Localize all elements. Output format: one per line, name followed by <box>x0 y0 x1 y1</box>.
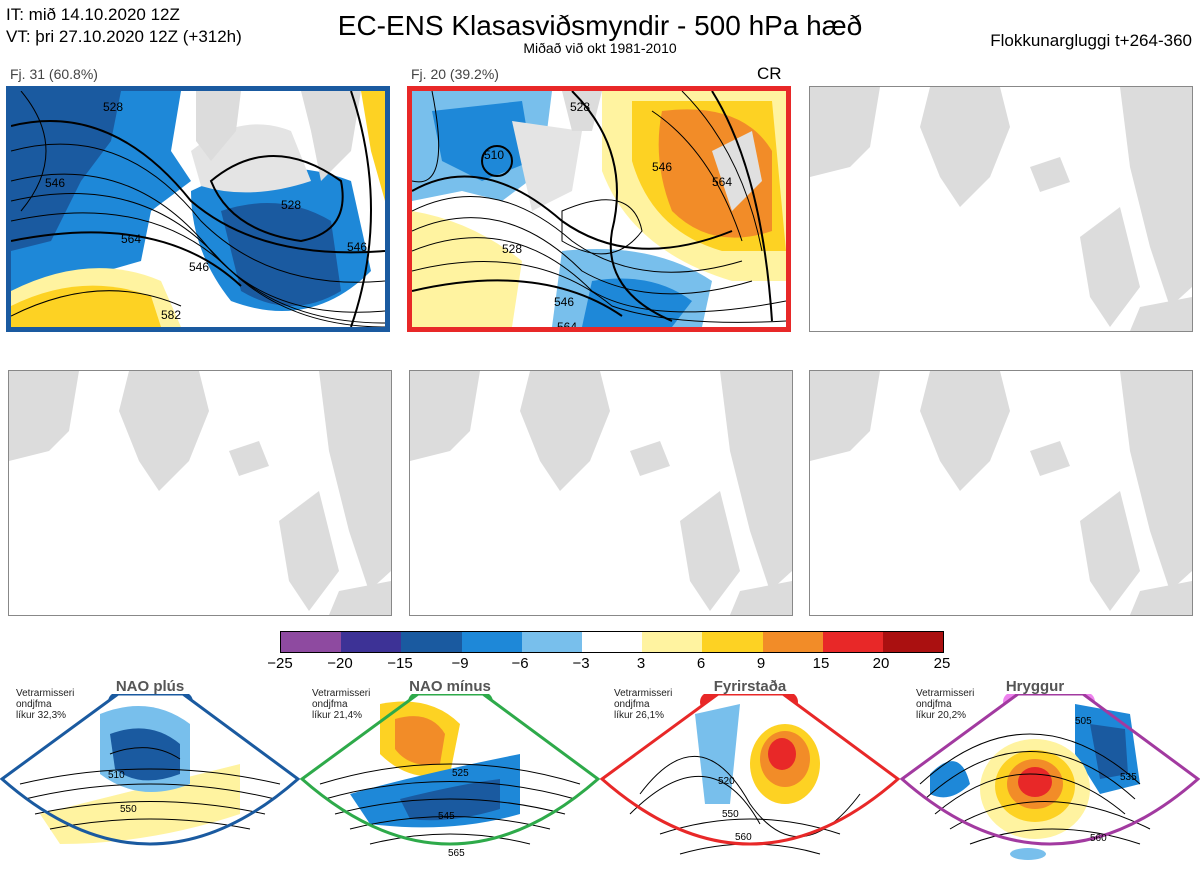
cluster-1-map-graphic: 546 564 546 582 546 528 528 <box>11 91 385 327</box>
cluster-2-map[interactable]: 528 510 528 546 564 546 564 <box>407 86 791 332</box>
cluster-2-contour-label: 528 <box>502 242 522 256</box>
colorbar-tick: 3 <box>636 655 646 672</box>
header-dates: IT: mið 14.10.2020 12Z VT: þri 27.10.202… <box>6 4 242 48</box>
regime-ridge[interactable]: Vetrarmisseri ondjfma líkur 20,2% Hryggu… <box>900 676 1200 871</box>
regime-note-line: Vetrarmisseri <box>16 688 75 699</box>
colorbar-tick: −9 <box>451 655 469 672</box>
colorbar-swatch <box>762 632 823 652</box>
colorbar-swatch <box>581 632 643 652</box>
page-title: EC-ENS Klasasviðsmyndir - 500 hPa hæð <box>337 10 863 41</box>
init-time: IT: mið 14.10.2020 12Z <box>6 5 180 24</box>
land-outline <box>9 371 391 615</box>
regime-nao-minus[interactable]: Vetrarmisseri ondjfma líkur 21,4% NAO mí… <box>300 676 600 871</box>
regime-note-line: Vetrarmisseri <box>312 688 371 699</box>
cluster-1-label: Fj. 31 (60.8%) <box>10 66 98 82</box>
cluster-1-contour-label: 546 <box>45 176 65 190</box>
colorbar-swatch <box>341 632 402 652</box>
colorbar-swatch <box>281 632 342 652</box>
regime-nao-plus[interactable]: Vetrarmisseri ondjfma líkur 32,3% NAO pl… <box>0 676 300 871</box>
colorbar-tick: −20 <box>327 655 353 672</box>
cluster-2-contour-label: 528 <box>570 100 590 114</box>
regime-contour-label: 520 <box>718 776 735 787</box>
regime-contour-label: 550 <box>120 804 137 815</box>
cluster-1-contour-label: 546 <box>189 260 209 274</box>
valid-time: VT: þri 27.10.2020 12Z (+312h) <box>6 27 242 46</box>
cluster-2-label: Fj. 20 (39.2%) <box>411 66 499 82</box>
colorbar-tick: 25 <box>933 655 951 672</box>
colorbar-swatch <box>702 632 763 652</box>
regime-note-line: ondjfma <box>312 699 348 710</box>
regime-name: NAO plús <box>115 678 185 695</box>
regime-note-line: líkur 21,4% <box>312 710 363 721</box>
regime-contour-label: 560 <box>1090 833 1107 844</box>
colorbar-tick: −6 <box>511 655 529 672</box>
regime-note-line: Vetrarmisseri <box>614 688 673 699</box>
regime-note-line: Vetrarmisseri <box>916 688 975 699</box>
regime-note-line: líkur 32,3% <box>16 710 67 721</box>
cluster-1-contour-label: 528 <box>281 198 301 212</box>
regime-sector-graphic: 510 550 <box>0 694 300 846</box>
colorbar-tick: −3 <box>572 655 590 672</box>
regime-sector-graphic: 525 545 565 <box>300 694 600 859</box>
land-outline <box>810 87 1192 331</box>
regime-contour-label: 560 <box>735 832 752 843</box>
colorbar-swatch <box>642 632 703 652</box>
regime-blocking[interactable]: Vetrarmisseri ondjfma líkur 26,1% Fyrirs… <box>600 676 900 871</box>
colorbar-tick: −25 <box>267 655 293 672</box>
regime-note-line: ondjfma <box>916 699 952 710</box>
regime-contour-label: 525 <box>452 768 469 779</box>
land-outline <box>410 371 792 615</box>
regime-sector-graphic: 505 535 560 <box>900 694 1200 860</box>
colorbar-tick: 6 <box>696 655 706 672</box>
empty-map-6[interactable] <box>809 370 1193 616</box>
regime-note-line: líkur 26,1% <box>614 710 665 721</box>
colorbar-swatch <box>521 632 582 652</box>
cluster-1-contour-label: 546 <box>347 240 367 254</box>
cluster-2-contour-label: 564 <box>712 175 732 189</box>
colorbar-swatch <box>461 632 522 652</box>
cluster-2-contour-label: 510 <box>484 148 504 162</box>
regime-contour-label: 535 <box>1120 772 1137 783</box>
colorbar-swatch <box>822 632 883 652</box>
colorbar-swatch <box>401 632 462 652</box>
cluster-2-contour-label: 546 <box>554 295 574 309</box>
regime-contour-label: 565 <box>448 848 465 859</box>
cluster-2-contour-label: 546 <box>652 160 672 174</box>
colorbar-tick: 15 <box>812 655 830 672</box>
regime-note: Vetrarmisseri ondjfma líkur 26,1% <box>614 688 672 721</box>
regime-note: Vetrarmisseri ondjfma líkur 32,3% <box>16 688 74 721</box>
regime-contour-label: 550 <box>722 809 739 820</box>
colorbar-tick: 9 <box>756 655 766 672</box>
cluster-1-contour-label: 582 <box>161 308 181 322</box>
regime-contour-label: 505 <box>1075 716 1092 727</box>
cluster-2-map-graphic: 528 510 528 546 564 546 564 <box>412 91 786 327</box>
colorbar-swatch <box>882 632 944 652</box>
regime-note-line: ondjfma <box>16 699 52 710</box>
regime-note: Vetrarmisseri ondjfma líkur 20,2% <box>916 688 974 721</box>
cluster-2-contour-label: 564 <box>557 320 577 327</box>
empty-map-5[interactable] <box>409 370 793 616</box>
regime-contour-label: 545 <box>438 811 455 822</box>
regime-name: Hryggur <box>1005 678 1065 695</box>
regime-note: Vetrarmisseri ondjfma líkur 21,4% <box>312 688 370 721</box>
cluster-1-map[interactable]: 546 564 546 582 546 528 528 <box>6 86 390 332</box>
empty-map-4[interactable] <box>8 370 392 616</box>
land-outline <box>810 371 1192 615</box>
cluster-2-tag: CR <box>757 64 782 83</box>
colorbar <box>280 631 944 653</box>
page-subtitle: Miðað við okt 1981-2010 <box>523 40 677 56</box>
colorbar-tick: −15 <box>387 655 413 672</box>
regime-note-line: líkur 20,2% <box>916 710 967 721</box>
classification-window: Flokkunargluggi t+264-360 <box>990 31 1192 50</box>
regime-name: NAO mínus <box>409 678 491 695</box>
empty-map-3[interactable] <box>809 86 1193 332</box>
regime-contour-label: 510 <box>108 770 125 781</box>
cluster-1-contour-label: 564 <box>121 232 141 246</box>
cluster-1-contour-label: 528 <box>103 100 123 114</box>
regime-name: Fyrirstaða <box>713 678 787 695</box>
regime-sector-graphic: 520 550 560 <box>600 694 900 855</box>
colorbar-tick: 20 <box>872 655 890 672</box>
regime-note-line: ondjfma <box>614 699 650 710</box>
